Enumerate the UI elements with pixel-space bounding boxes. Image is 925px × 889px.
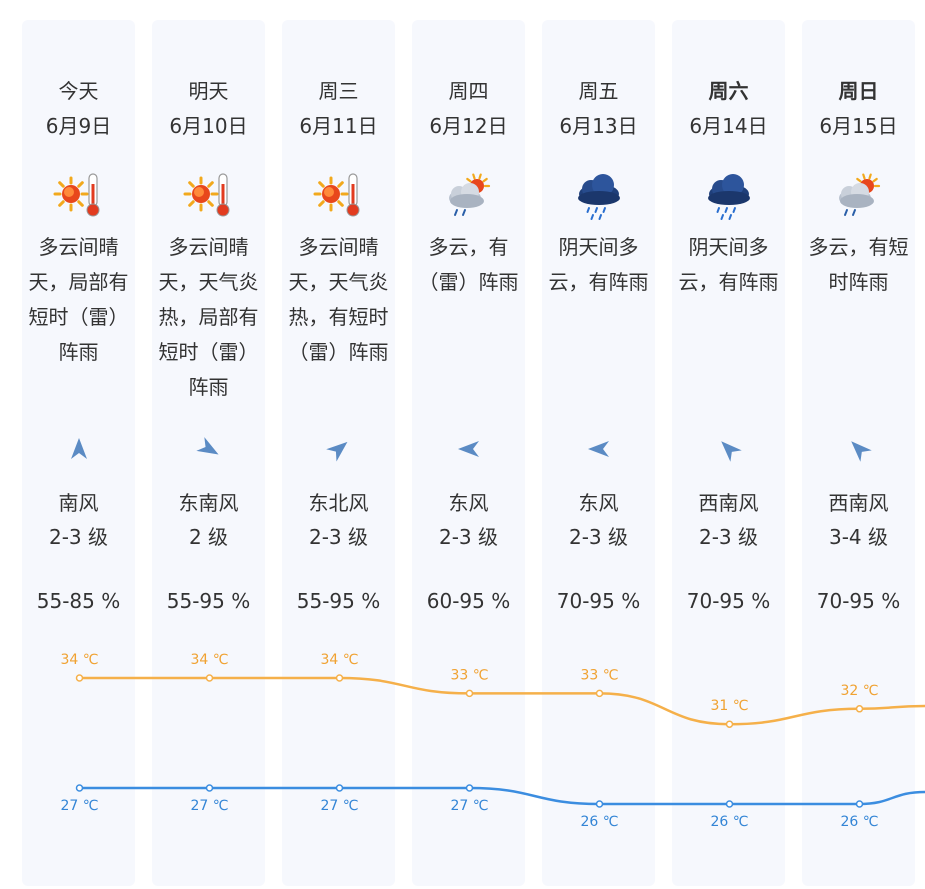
- description-line: （雷）阵雨: [418, 270, 519, 294]
- description-line: 云，有阵雨: [678, 270, 779, 294]
- humidity: 70-95 %: [816, 589, 901, 613]
- day-column: 周四 6月12日多云，有 （雷）阵雨东风 2-3 级 60-95 %: [412, 20, 525, 886]
- wind-direction-icon: [542, 432, 655, 466]
- description-line: 多云，有短: [808, 235, 909, 259]
- humidity: 70-95 %: [686, 589, 771, 613]
- description-line: 热，局部有: [158, 305, 259, 329]
- day-label: 今天: [58, 79, 99, 103]
- day-column: 今天 6月9日多云间晴天，局部有短时（雷） 阵雨南风 2-3 级 55-85 %: [22, 20, 135, 886]
- description-line: 热，有短时: [288, 305, 389, 329]
- description-line: 多云间晴: [298, 235, 379, 259]
- description-line: 天，天气炎: [158, 270, 259, 294]
- date-label: 6月12日: [429, 114, 508, 138]
- day-column: 明天 6月10日多云间晴天，天气炎热，局部有短时（雷） 阵雨东南风 2 级 55-95 …: [152, 20, 265, 886]
- wind-level: 2-3 级: [698, 525, 759, 549]
- wind-level: 2-3 级: [438, 525, 499, 549]
- wind-level: 2 级: [188, 525, 229, 549]
- sunny-hot-icon: [282, 170, 395, 220]
- date-label: 6月9日: [45, 114, 112, 138]
- weather-description: 多云间晴天，局部有短时（雷） 阵雨: [22, 230, 135, 370]
- day-column: 周三 6月11日多云间晴天，天气炎热，有短时 （雷）阵雨东北风 2-3 级 55-95 …: [282, 20, 395, 886]
- weather-description: 阴天间多云，有阵雨: [542, 230, 655, 300]
- humidity: 70-95 %: [556, 589, 641, 613]
- description-line: 云，有阵雨: [548, 270, 649, 294]
- wind-direction: 南风: [58, 491, 99, 515]
- cloudy-sun-icon: [412, 170, 525, 220]
- humidity: 60-95 %: [426, 589, 511, 613]
- day-label: 周四: [448, 79, 489, 103]
- date-label: 6月10日: [169, 114, 248, 138]
- wind-level: 2-3 级: [568, 525, 629, 549]
- wind-direction: 东风: [448, 491, 489, 515]
- weather-description: 多云间晴天，天气炎热，有短时 （雷）阵雨: [282, 230, 395, 370]
- day-label: 周三: [318, 79, 359, 103]
- description-line: 短时（雷）: [158, 340, 259, 364]
- humidity: 55-85 %: [36, 589, 121, 613]
- wind-direction-icon: [152, 432, 265, 466]
- wind-level: 2-3 级: [308, 525, 369, 549]
- description-line: 阵雨: [188, 375, 229, 399]
- weather-description: 多云，有短时阵雨: [802, 230, 915, 300]
- wind-direction-icon: [22, 432, 135, 466]
- wind-level: 2-3 级: [48, 525, 109, 549]
- cloudy-sun-icon: [802, 170, 915, 220]
- day-label: 周五: [578, 79, 619, 103]
- description-line: 多云间晴: [168, 235, 249, 259]
- wind-direction: 西南风: [698, 491, 759, 515]
- description-line: 短时（雷）: [28, 305, 129, 329]
- wind-direction-icon: [802, 432, 915, 466]
- wind-level: 3-4 级: [828, 525, 889, 549]
- wind-direction: 东南风: [178, 491, 239, 515]
- rain-cloud-icon: [672, 170, 785, 220]
- date-label: 6月13日: [559, 114, 638, 138]
- description-line: 天，局部有: [28, 270, 129, 294]
- day-label: 周六: [708, 79, 749, 103]
- wind-direction: 东风: [578, 491, 619, 515]
- description-line: 时阵雨: [828, 270, 889, 294]
- weather-description: 多云间晴天，天气炎热，局部有短时（雷） 阵雨: [152, 230, 265, 405]
- sunny-hot-icon: [152, 170, 265, 220]
- wind-direction-icon: [412, 432, 525, 466]
- wind-direction-icon: [672, 432, 785, 466]
- description-line: 阴天间多: [558, 235, 639, 259]
- description-line: 天，天气炎: [288, 270, 389, 294]
- day-column: 周六 6月14日阴天间多云，有阵雨西南风 2-3 级 70-95 %: [672, 20, 785, 886]
- day-column: 周五 6月13日阴天间多云，有阵雨东风 2-3 级 70-95 %: [542, 20, 655, 886]
- wind-direction-icon: [282, 432, 395, 466]
- weather-description: 阴天间多云，有阵雨: [672, 230, 785, 300]
- rain-cloud-icon: [542, 170, 655, 220]
- description-line: 多云间晴: [38, 235, 119, 259]
- humidity: 55-95 %: [296, 589, 381, 613]
- wind-direction: 西南风: [828, 491, 889, 515]
- date-label: 6月14日: [689, 114, 768, 138]
- description-line: （雷）阵雨: [288, 340, 389, 364]
- day-label: 明天: [188, 79, 229, 103]
- date-label: 6月11日: [299, 114, 378, 138]
- day-column: 周日 6月15日多云，有短时阵雨西南风 3-4 级 70-95 %: [802, 20, 915, 886]
- wind-direction: 东北风: [308, 491, 369, 515]
- sunny-hot-icon: [22, 170, 135, 220]
- description-line: 阵雨: [58, 340, 99, 364]
- weather-description: 多云，有 （雷）阵雨: [412, 230, 525, 300]
- date-label: 6月15日: [819, 114, 898, 138]
- description-line: 多云，有: [428, 235, 509, 259]
- day-label: 周日: [838, 79, 879, 103]
- humidity: 55-95 %: [166, 589, 251, 613]
- description-line: 阴天间多: [688, 235, 769, 259]
